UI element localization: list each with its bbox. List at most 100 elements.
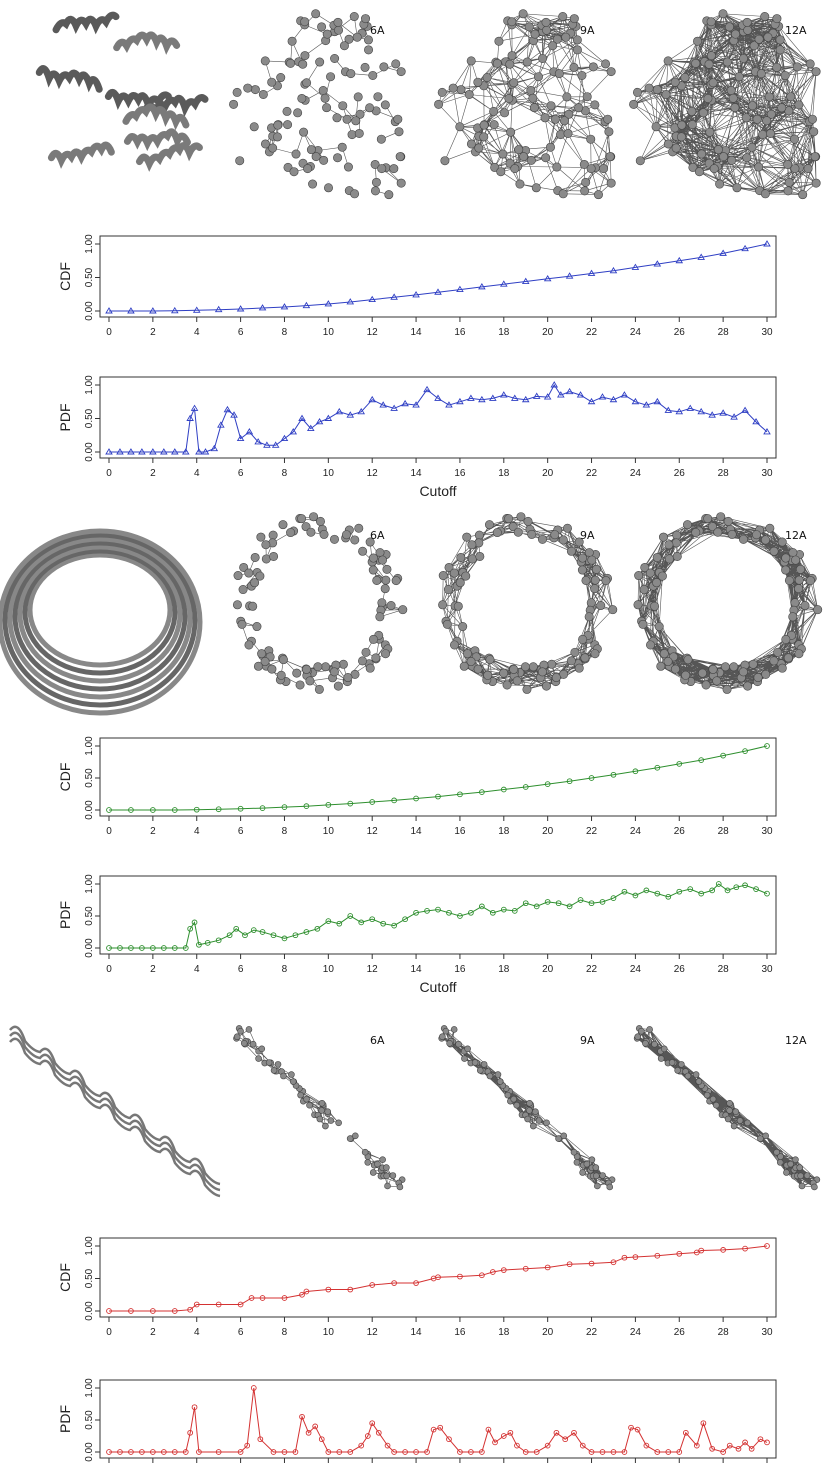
x-tick-label: 30 [761, 327, 773, 338]
data-point [621, 888, 628, 895]
data-point [763, 428, 771, 435]
network-node [303, 1095, 310, 1103]
data-point [347, 800, 354, 807]
x-tick-label: 30 [761, 964, 773, 975]
network-node [255, 1055, 262, 1062]
network-node [541, 153, 551, 163]
network-node [772, 14, 782, 24]
network-node [769, 656, 779, 666]
data-point [314, 925, 321, 932]
network-cutoff-label: 6A [370, 1034, 385, 1047]
data-point [357, 407, 366, 415]
data-point [379, 401, 387, 408]
network-node [504, 514, 514, 524]
x-tick-label: 4 [194, 826, 200, 837]
network-node [728, 93, 738, 103]
data-point [412, 401, 420, 408]
x-tick-label: 28 [718, 1327, 730, 1338]
network-node [339, 41, 349, 51]
network-node [438, 600, 448, 610]
data-point [325, 802, 332, 808]
data-point [369, 799, 376, 805]
network-node [590, 584, 600, 594]
x-tick-label: 20 [542, 964, 554, 975]
network-node [660, 1045, 668, 1053]
helix-ribbon [122, 103, 190, 131]
data-point [150, 807, 156, 813]
network-node [638, 619, 648, 629]
data-point [305, 1429, 312, 1436]
data-point [709, 887, 716, 894]
data-point [500, 786, 507, 793]
network-node [762, 1132, 769, 1140]
network-node [233, 571, 243, 581]
network-node [509, 664, 519, 674]
x-tick-label: 0 [106, 327, 112, 338]
data-point [254, 438, 262, 445]
network-node [668, 1059, 676, 1066]
data-point [610, 895, 617, 901]
data-point [149, 307, 157, 314]
network-node [651, 122, 661, 132]
data-point [171, 945, 178, 951]
y-tick-label: 1.00 [84, 1236, 95, 1256]
x-axis-label: Cutoff [419, 979, 456, 995]
network-node [663, 56, 673, 66]
network-node [638, 1027, 645, 1035]
chart-5-cdf: 0 2 4 6 8 10 12 14 16 18 20 22 24 26 28 300.000.501.00C… [57, 1236, 777, 1338]
data-point [566, 778, 573, 785]
network-node [458, 622, 468, 632]
data-point [128, 945, 134, 951]
x-tick-label: 26 [674, 1327, 686, 1338]
data-point [303, 803, 310, 810]
data-point [430, 1426, 437, 1433]
network-node [562, 92, 572, 102]
network-node [781, 553, 791, 563]
network-node [287, 36, 297, 46]
network-node [729, 662, 739, 672]
data-point [127, 448, 135, 455]
network-node [292, 668, 302, 678]
data-point [514, 1442, 520, 1449]
network-node [809, 127, 819, 137]
network-node [656, 661, 666, 671]
network-node [783, 1169, 790, 1176]
data-point [324, 300, 333, 307]
network-node [507, 51, 517, 61]
network-node [803, 1172, 811, 1179]
data-point [479, 1449, 485, 1455]
network-node [563, 128, 573, 138]
network-node [318, 1107, 326, 1114]
network-node [248, 601, 258, 611]
network-node [687, 120, 697, 130]
network-node [526, 1099, 533, 1107]
network-node [736, 1117, 744, 1124]
data-point [215, 1449, 222, 1455]
data-point [281, 1295, 288, 1301]
data-point [230, 411, 238, 418]
network-node [747, 101, 757, 111]
data-point [632, 892, 639, 899]
network-node [706, 51, 716, 61]
network-node [752, 114, 762, 124]
network-node [786, 92, 796, 102]
network-node [708, 78, 718, 88]
x-tick-label: 18 [498, 327, 510, 338]
data-point [192, 306, 201, 313]
data-point [621, 1254, 628, 1261]
network-node [712, 1101, 720, 1109]
network-node [333, 681, 343, 691]
network-node [483, 670, 493, 680]
network-node [764, 92, 774, 102]
network-node [519, 152, 529, 162]
x-tick-label: 0 [106, 964, 112, 975]
network-node [758, 130, 768, 140]
network-node [661, 89, 671, 99]
coil-strand [9, 1031, 221, 1192]
x-tick-label: 10 [323, 964, 335, 975]
x-tick-label: 2 [150, 964, 156, 975]
network-node [235, 156, 245, 166]
data-point [236, 305, 245, 312]
network-node [605, 152, 615, 162]
data-point [522, 1449, 529, 1455]
